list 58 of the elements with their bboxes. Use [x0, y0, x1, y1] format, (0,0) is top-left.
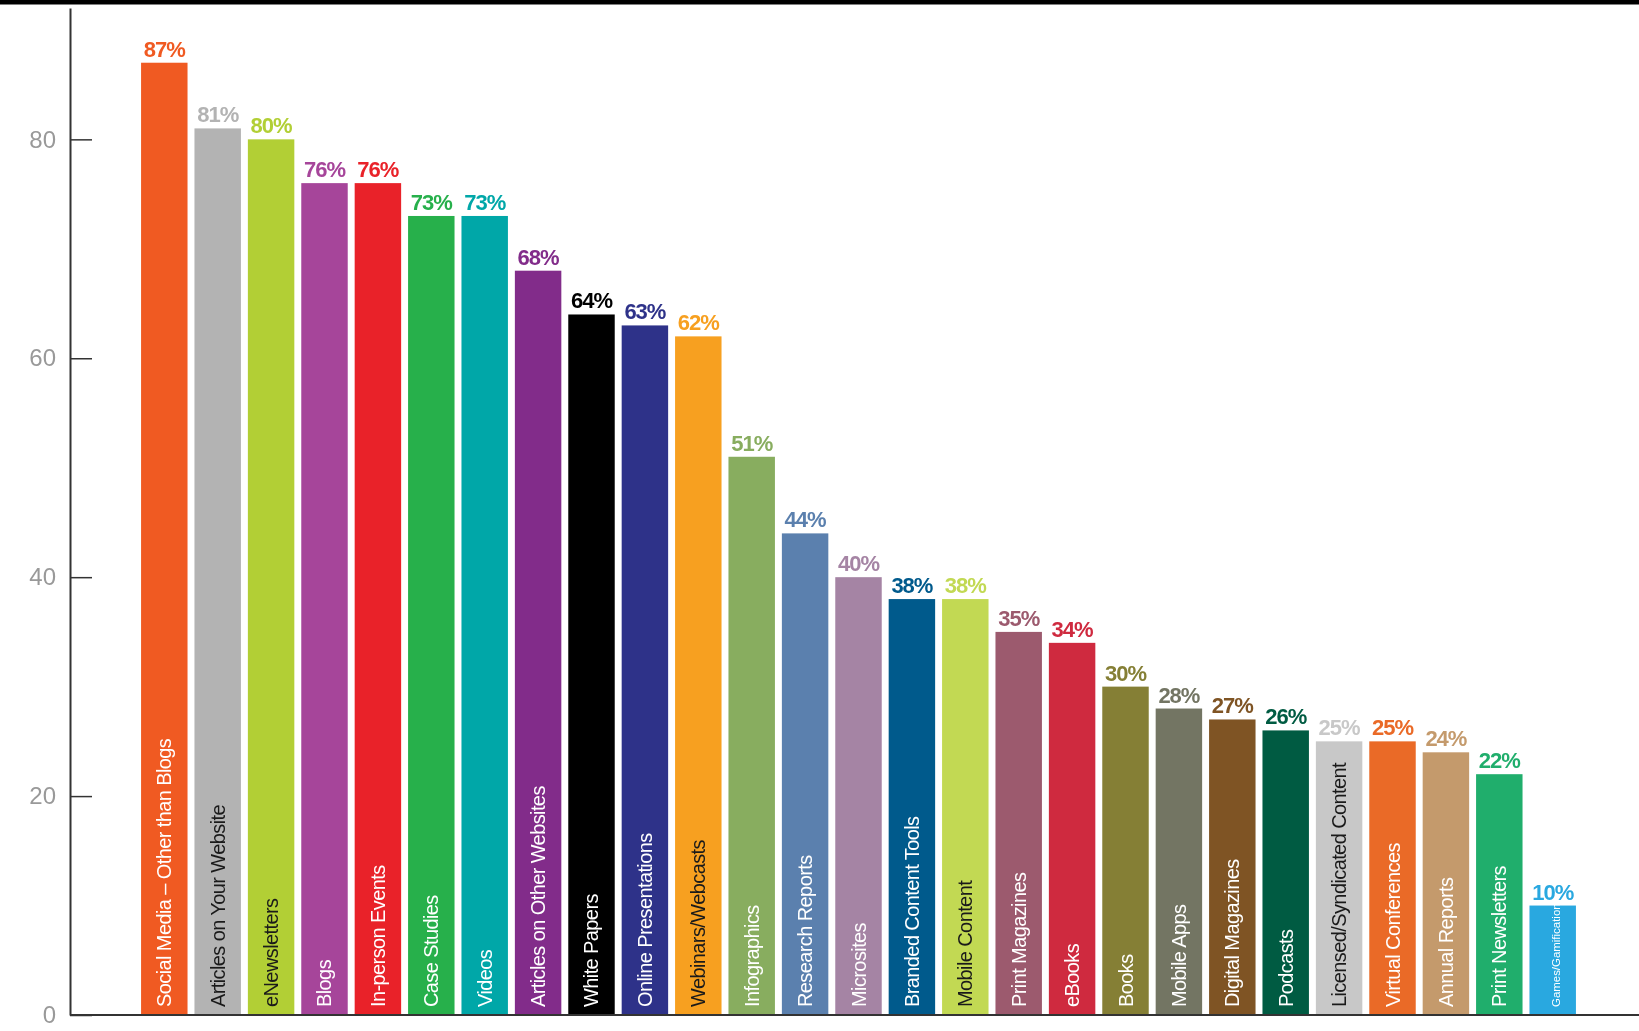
- y-tick-label: 0: [42, 1001, 56, 1029]
- data-label: 81%: [197, 102, 239, 128]
- data-label: 27%: [1211, 693, 1254, 719]
- x-tick-label: Webinars/Webcasts: [687, 839, 710, 1007]
- data-label: 35%: [998, 605, 1040, 631]
- data-label: 38%: [944, 573, 987, 599]
- data-label: 80%: [250, 113, 293, 139]
- data-label: 62%: [677, 310, 720, 336]
- y-tick-label: 20: [29, 782, 56, 810]
- x-tick-label: Articles on Your Website: [206, 804, 229, 1007]
- x-tick-label: Branded Content Tools: [900, 815, 923, 1007]
- data-label: 30%: [1104, 660, 1147, 686]
- x-tick-label: Articles on Other Websites: [527, 785, 550, 1007]
- data-label: 38%: [891, 573, 933, 599]
- x-tick-label: Virtual Conferences: [1381, 842, 1404, 1007]
- data-label: 40%: [837, 551, 880, 577]
- x-tick-label: Social Media – Other than Blogs: [153, 738, 176, 1007]
- x-tick-label: Mobile Apps: [1167, 904, 1190, 1007]
- data-label: 64%: [570, 288, 613, 314]
- x-tick-label: Podcasts: [1274, 928, 1297, 1007]
- data-label: 51%: [731, 430, 773, 456]
- data-label: 87%: [143, 36, 186, 62]
- x-tick-label: Online Presentations: [633, 832, 656, 1007]
- data-label: 76%: [357, 157, 399, 183]
- data-label: 76%: [303, 157, 346, 183]
- data-label: 44%: [784, 507, 827, 533]
- data-label: 22%: [1478, 748, 1521, 774]
- x-tick-label: Case Studies: [420, 894, 443, 1007]
- data-label: 25%: [1371, 715, 1414, 741]
- y-tick-label: 60: [29, 344, 56, 372]
- data-label: 26%: [1265, 704, 1307, 730]
- x-tick-label: eBooks: [1061, 943, 1084, 1007]
- data-label: 24%: [1425, 726, 1467, 752]
- x-tick-label: Blogs: [313, 959, 336, 1007]
- x-tick-label: Games/Gamification: [1549, 903, 1562, 1007]
- x-tick-label: Videos: [473, 949, 496, 1007]
- x-tick-label: Infographics: [740, 904, 763, 1007]
- data-label: 63%: [624, 299, 666, 325]
- x-tick-label: Digital Magazines: [1221, 858, 1244, 1007]
- x-tick-label: Research Reports: [794, 854, 817, 1007]
- x-tick-label: Licensed/Syndicated Content: [1328, 761, 1351, 1007]
- x-tick-label: Annual Reports: [1434, 876, 1457, 1007]
- x-tick-label: Books: [1114, 953, 1137, 1007]
- x-tick-label: Print Newsletters: [1488, 865, 1511, 1007]
- x-tick-label: eNewsletters: [260, 898, 283, 1007]
- x-tick-label: Microsites: [847, 922, 870, 1007]
- x-tick-label: White Papers: [580, 893, 603, 1007]
- data-label: 34%: [1051, 616, 1094, 642]
- data-label: 73%: [464, 189, 506, 215]
- x-tick-label: Print Magazines: [1007, 872, 1030, 1007]
- x-tick-label: Mobile Content: [954, 879, 977, 1007]
- data-label: 10%: [1532, 879, 1574, 905]
- y-tick-label: 40: [29, 563, 56, 591]
- data-label: 73%: [410, 189, 453, 215]
- data-label: 28%: [1158, 682, 1200, 708]
- y-tick-label: 80: [29, 125, 56, 153]
- x-tick-label: In-person Events: [366, 864, 389, 1007]
- data-label: 68%: [517, 244, 560, 270]
